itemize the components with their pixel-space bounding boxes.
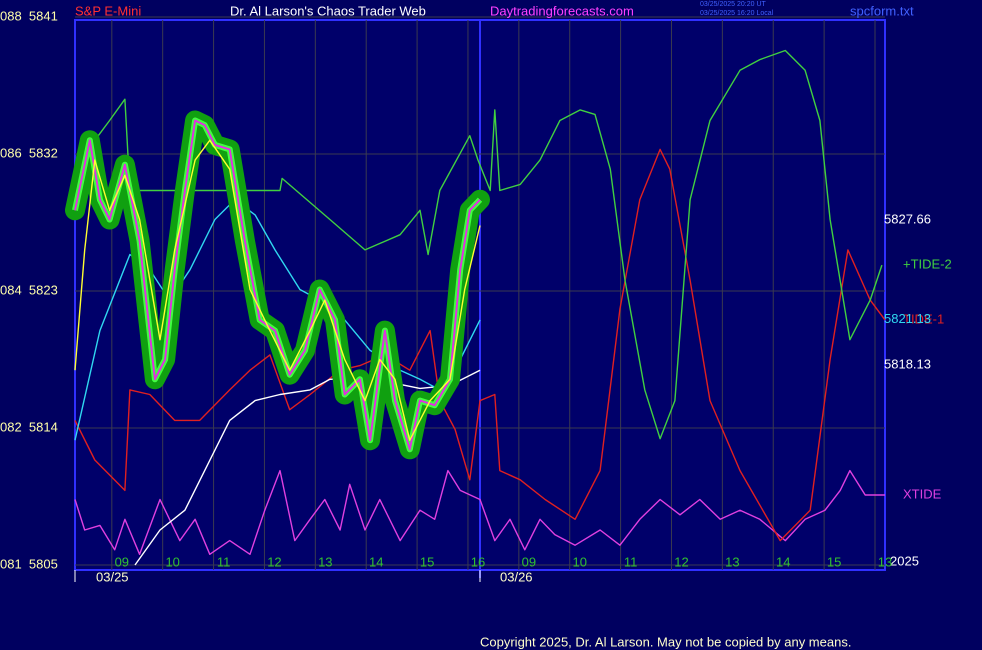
grid: [75, 16, 885, 570]
timestamp: 03/25/2025 16:20 Local: [700, 10, 774, 17]
x-tick-label: 12: [674, 554, 688, 569]
x-tick-label: 15: [827, 554, 841, 569]
date-label: 03/26: [500, 569, 533, 584]
x-tick-label: 09: [115, 554, 129, 569]
series-line: [74, 49, 883, 440]
series-line: [74, 139, 481, 441]
x-tick-label: 09: [522, 554, 536, 569]
timestamp: 03/25/2025 20:20 UT: [700, 1, 766, 8]
legend-label: XTIDE: [903, 486, 942, 501]
x-tick-label: 10: [572, 554, 586, 569]
legend-label: +TIDE-2: [903, 257, 952, 272]
x-tick-label: 13: [318, 554, 332, 569]
lines: [65, 49, 886, 566]
price-label: 5818.13: [884, 357, 931, 372]
price-label: 5827.66: [884, 212, 931, 227]
series-line: [134, 369, 481, 566]
x-tick-label: 16: [471, 554, 485, 569]
x-tick-label: 13: [878, 554, 892, 569]
x-tick-label: 15: [420, 554, 434, 569]
date-label: 03/25: [96, 569, 129, 584]
y-tick-label: 086 5832: [0, 145, 58, 160]
year: 2025: [890, 553, 919, 568]
y-tick-label: 088 5841: [0, 8, 58, 23]
series-line: [74, 119, 481, 451]
y-tick-label: 084 5823: [0, 282, 58, 297]
x-tick-label: 11: [217, 554, 231, 569]
price-label: 5821.13: [884, 311, 931, 326]
x-tick-label: 14: [776, 554, 790, 569]
x-tick-label: 12: [267, 554, 281, 569]
legend-label: TIDE-1: [903, 311, 944, 326]
y-tick-label: 082 5814: [0, 419, 58, 434]
symbol: S&P E-Mini: [75, 3, 141, 18]
chart-title: Dr. Al Larson's Chaos Trader Web: [230, 3, 426, 18]
file-name: spcform.txt: [850, 3, 914, 18]
x-tick-label: 10: [165, 554, 179, 569]
series-line: [74, 148, 886, 542]
x-tick-label: 13: [725, 554, 739, 569]
copyright: Copyright 2025, Dr. Al Larson. May not b…: [480, 634, 851, 649]
website: Daytradingforecasts.com: [490, 3, 634, 18]
x-tick-label: 14: [369, 554, 383, 569]
series-line: [74, 469, 885, 555]
x-tick-label: 11: [624, 554, 638, 569]
y-tick-label: 081 5805: [0, 556, 58, 571]
